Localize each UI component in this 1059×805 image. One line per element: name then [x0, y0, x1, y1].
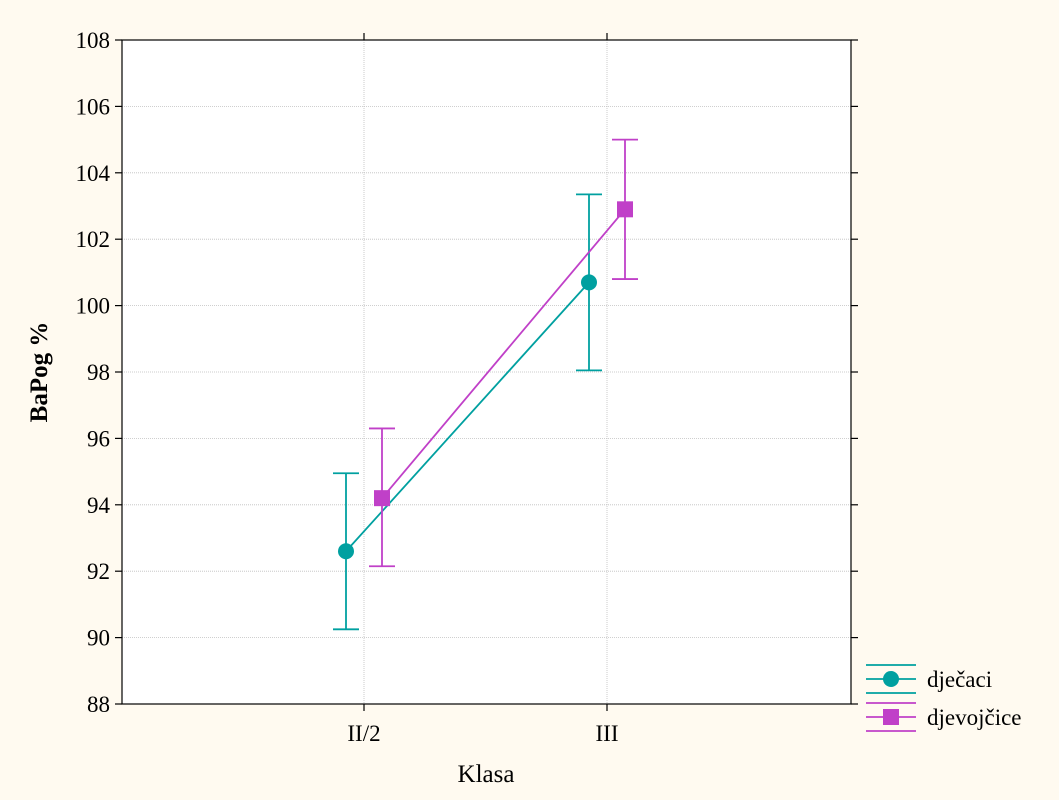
- y-tick-label: 88: [87, 692, 110, 717]
- x-axis-label: Klasa: [458, 761, 515, 788]
- series-layer: [333, 138, 638, 631]
- legend-label: dječaci: [927, 667, 992, 692]
- legend-item: djevojčice: [866, 702, 1022, 732]
- series-line: [381, 208, 626, 499]
- legend: dječaci djevojčice: [866, 664, 1022, 732]
- y-tick-label: 94: [87, 493, 111, 518]
- y-tick-label: 100: [76, 294, 111, 319]
- y-tick-label: 106: [76, 94, 111, 119]
- data-point: [374, 490, 390, 507]
- y-tick-label: 104: [76, 161, 111, 186]
- grid-lines: [122, 40, 851, 704]
- series-djevojcice: [369, 138, 638, 568]
- x-tick-label: III: [596, 721, 619, 746]
- data-point: [617, 201, 633, 218]
- legend-marker: [883, 709, 899, 725]
- data-point: [338, 543, 354, 560]
- y-tick-label: 102: [76, 227, 111, 252]
- axes: 88 90 92 94 96 98 100 102 104 106 108 II/2 III: [76, 28, 858, 746]
- series-djecaci: [333, 193, 602, 631]
- legend-item: dječaci: [866, 664, 992, 694]
- data-point: [581, 274, 597, 291]
- series-line: [345, 281, 590, 552]
- y-tick-label: 108: [76, 28, 111, 53]
- y-tick-label: 90: [87, 626, 110, 651]
- y-tick-label: 98: [87, 360, 110, 385]
- legend-marker: [883, 671, 899, 687]
- legend-label: djevojčice: [927, 705, 1022, 730]
- y-tick-label: 92: [87, 559, 110, 584]
- y-tick-label: 96: [87, 426, 110, 451]
- y-axis-label: BaPog %: [26, 322, 53, 423]
- x-tick-label: II/2: [347, 721, 380, 746]
